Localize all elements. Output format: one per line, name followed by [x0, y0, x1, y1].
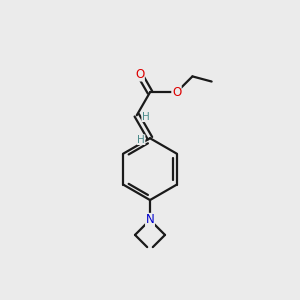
Text: H: H	[142, 112, 149, 122]
Text: H: H	[137, 135, 145, 145]
Text: N: N	[146, 213, 154, 226]
Text: O: O	[135, 68, 144, 81]
Text: O: O	[172, 86, 181, 99]
